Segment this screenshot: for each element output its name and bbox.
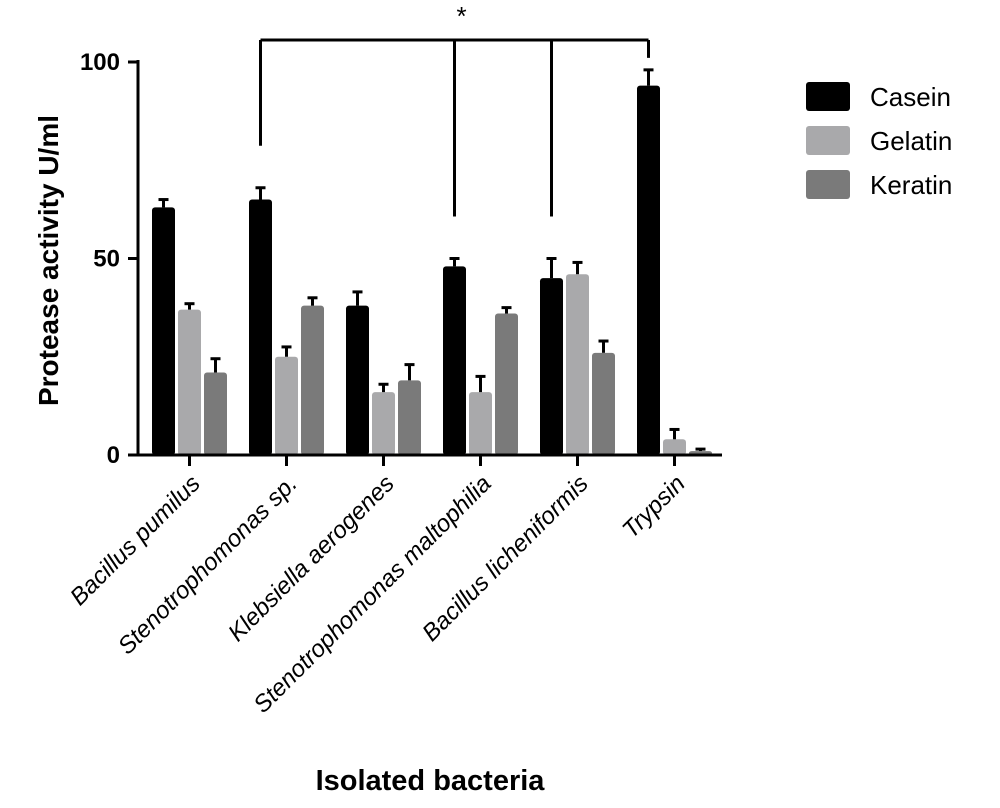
bar-gelatin-2 (372, 392, 395, 455)
error-bar-gelatin-2 (378, 382, 389, 393)
bars-layer (152, 85, 712, 455)
bar-gelatin-4 (566, 274, 589, 455)
bar-casein-4 (540, 278, 563, 455)
error-bar-keratin-2 (404, 363, 415, 381)
error-bar-casein-5 (643, 68, 654, 86)
legend: Casein Gelatin Keratin (806, 82, 952, 200)
legend-swatch-keratin (806, 170, 850, 199)
significance-layer: * (259, 1, 650, 217)
error-bar-keratin-4 (598, 339, 609, 353)
bar-keratin-1 (301, 305, 324, 455)
x-tick-label-1: Stenotrophomonas sp. (113, 470, 303, 660)
error-bar-casein-0 (158, 198, 169, 208)
error-bar-keratin-1 (307, 296, 318, 306)
bar-gelatin-1 (275, 356, 298, 455)
bar-casein-0 (152, 207, 175, 455)
error-bar-gelatin-0 (184, 302, 195, 310)
bar-casein-1 (249, 199, 272, 455)
error-bar-keratin-5 (695, 447, 706, 452)
bar-gelatin-3 (469, 392, 492, 455)
y-tick-label-0: 0 (107, 442, 120, 469)
error-bar-keratin-3 (501, 306, 512, 314)
error-bar-casein-4 (546, 257, 557, 279)
error-bar-gelatin-3 (475, 374, 486, 393)
bar-gelatin-0 (178, 309, 201, 455)
bar-keratin-2 (398, 380, 421, 455)
bar-casein-2 (346, 305, 369, 455)
x-tick-label-2: Klebsiella aerogenes (223, 470, 400, 647)
significance-label: * (456, 1, 466, 31)
x-tick-label-4: Bacillus licheniformis (417, 470, 594, 647)
error-bars-layer (158, 68, 706, 452)
legend-label-gelatin: Gelatin (870, 126, 952, 156)
x-tick-label-5: Trypsin (617, 470, 690, 543)
bar-keratin-4 (592, 352, 615, 455)
y-tick-label-100: 100 (80, 49, 120, 76)
legend-swatch-gelatin (806, 126, 850, 155)
legend-label-casein: Casein (870, 82, 951, 112)
error-bar-casein-3 (449, 257, 460, 267)
x-axis-title: Isolated bacteria (316, 765, 546, 797)
error-bar-casein-1 (255, 186, 266, 200)
bar-keratin-0 (204, 372, 227, 455)
y-tick-label-50: 50 (93, 246, 120, 273)
bar-casein-3 (443, 266, 466, 455)
bar-keratin-3 (495, 313, 518, 455)
error-bar-gelatin-5 (669, 427, 680, 440)
error-bar-casein-2 (352, 290, 363, 306)
bar-gelatin-5 (663, 439, 686, 455)
error-bar-keratin-0 (210, 357, 221, 373)
legend-swatch-casein (806, 82, 850, 111)
legend-label-keratin: Keratin (870, 170, 952, 200)
error-bar-gelatin-4 (572, 260, 583, 275)
axes-layer (128, 60, 722, 466)
error-bar-gelatin-1 (281, 345, 292, 357)
bar-casein-5 (637, 85, 660, 455)
y-axis-title: Protease activity U/ml (33, 115, 64, 406)
